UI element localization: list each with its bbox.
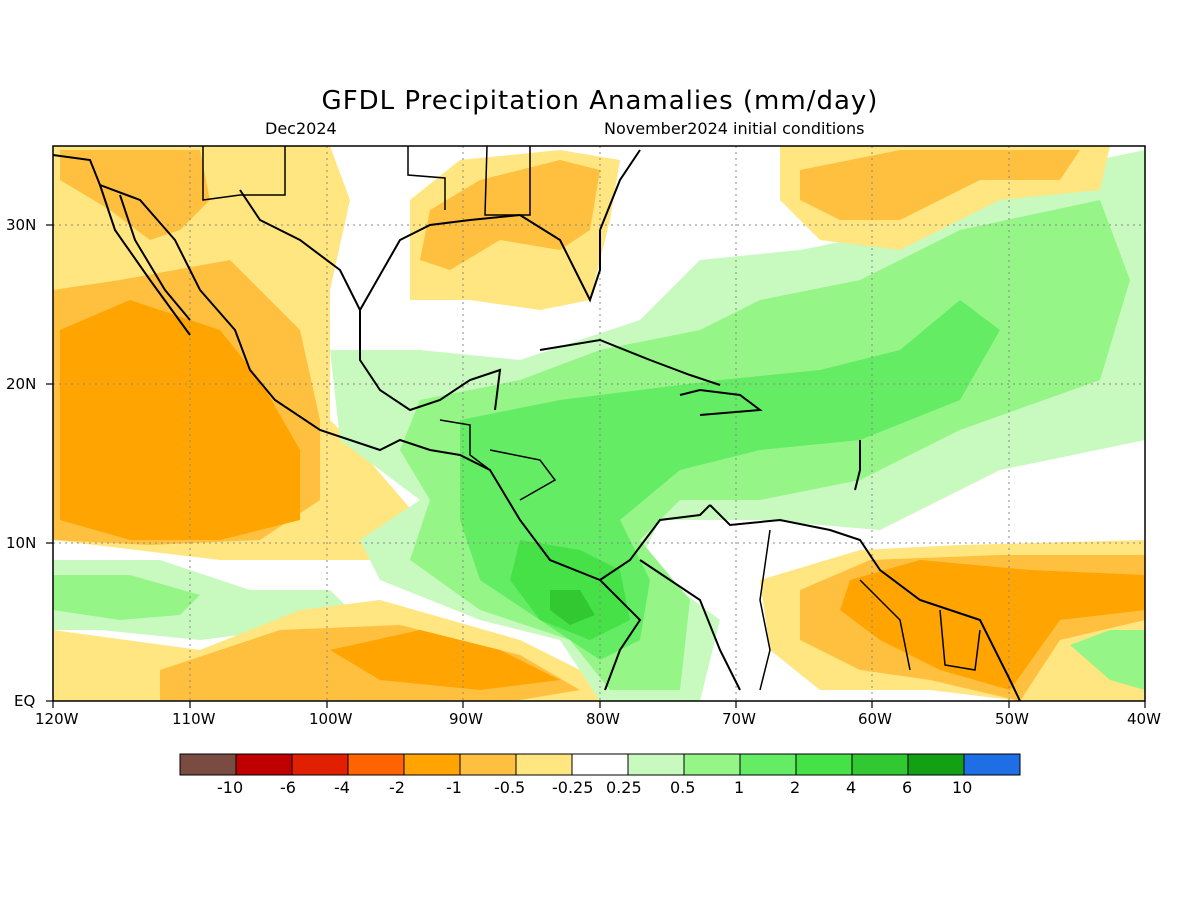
anomaly-region-baja-dry bbox=[60, 150, 210, 240]
colorbar-swatch bbox=[235, 753, 293, 776]
colorbar-label: -10 bbox=[217, 778, 244, 797]
lat-label-30n: 30N bbox=[6, 216, 37, 234]
political-borders bbox=[202, 145, 981, 691]
colorbar-label: -1 bbox=[446, 778, 462, 797]
anomaly-region-eq-pacific-wet-core bbox=[53, 575, 200, 620]
lon-label-90w: 90W bbox=[449, 710, 483, 728]
colorbar-label: -2 bbox=[389, 778, 405, 797]
anomaly-region-amazon-wet bbox=[1070, 630, 1145, 690]
colorbar-label: 0.25 bbox=[606, 778, 642, 797]
colorbar-swatch bbox=[907, 753, 965, 776]
colorbar-swatch bbox=[627, 753, 685, 776]
lon-label-40w: 40W bbox=[1127, 710, 1161, 728]
colorbar-swatch bbox=[347, 753, 405, 776]
coastlines bbox=[52, 149, 1021, 702]
lon-label-100w: 100W bbox=[309, 710, 353, 728]
lat-label-10n: 10N bbox=[6, 534, 37, 552]
colorbar-label: 10 bbox=[952, 778, 973, 797]
lat-label-20n: 20N bbox=[6, 375, 37, 393]
axis-ticks bbox=[46, 224, 1146, 708]
colorbar-swatch bbox=[795, 753, 853, 776]
lon-label-50w: 50W bbox=[995, 710, 1029, 728]
colorbar-label: -0.5 bbox=[494, 778, 526, 797]
colorbar-label: -0.25 bbox=[552, 778, 594, 797]
colorbar-label: 2 bbox=[790, 778, 801, 797]
lat-label-eq: EQ bbox=[14, 692, 36, 710]
colorbar-swatch bbox=[851, 753, 909, 776]
colorbar-swatch bbox=[179, 753, 237, 776]
lon-label-80w: 80W bbox=[586, 710, 620, 728]
anomaly-region-guiana-dry-strong bbox=[840, 560, 1145, 690]
colorbar-swatch bbox=[571, 753, 629, 776]
colorbar-swatch bbox=[515, 753, 573, 776]
colorbar-label: 6 bbox=[902, 778, 913, 797]
lon-label-60w: 60W bbox=[858, 710, 892, 728]
anomaly-region-eq-south-dry-strong bbox=[330, 630, 560, 690]
colorbar-swatch bbox=[291, 753, 349, 776]
colorbar-swatch bbox=[963, 753, 1021, 776]
colorbar-swatch bbox=[403, 753, 461, 776]
colorbar bbox=[179, 753, 1021, 776]
initial-conditions: November2024 initial conditions bbox=[604, 119, 865, 138]
colorbar-label: 0.5 bbox=[670, 778, 696, 797]
colorbar-swatch bbox=[739, 753, 797, 776]
anomaly-region-panama-wet-peak bbox=[550, 590, 595, 625]
lon-label-70w: 70W bbox=[722, 710, 756, 728]
map-frame bbox=[52, 145, 1146, 702]
map-title: GFDL Precipitation Anamalies (mm/day) bbox=[321, 86, 879, 116]
anomaly-region-atlantic-dry-core bbox=[800, 150, 1080, 220]
colorbar-label: 4 bbox=[846, 778, 857, 797]
lon-label-110w: 110W bbox=[172, 710, 216, 728]
colorbar-label: -4 bbox=[334, 778, 350, 797]
graticule bbox=[53, 146, 1145, 701]
forecast-month: Dec2024 bbox=[265, 119, 337, 138]
lon-label-120w: 120W bbox=[35, 710, 79, 728]
colorbar-swatch bbox=[683, 753, 741, 776]
colorbar-label: 1 bbox=[734, 778, 745, 797]
anomaly-region-pacific-dry-core bbox=[60, 300, 300, 540]
colorbar-label: -6 bbox=[280, 778, 296, 797]
colorbar-swatch bbox=[459, 753, 517, 776]
